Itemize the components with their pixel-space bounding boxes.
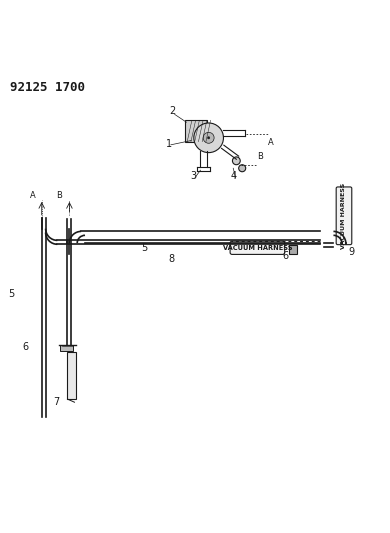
Text: 1: 1 [166,139,172,149]
FancyBboxPatch shape [336,187,352,245]
Text: B: B [56,191,62,200]
Circle shape [194,123,223,152]
Text: VACUUM HARNESS: VACUUM HARNESS [223,245,292,251]
Text: A: A [268,138,274,147]
Circle shape [232,157,240,165]
Text: 2: 2 [170,107,176,116]
Circle shape [203,132,214,143]
Text: 92125 1700: 92125 1700 [10,81,85,94]
FancyBboxPatch shape [60,345,73,351]
FancyBboxPatch shape [289,245,297,254]
Text: 4: 4 [231,171,237,181]
Text: 6: 6 [22,342,28,352]
Text: 6: 6 [282,252,289,261]
Text: VACUUM HARNESS: VACUUM HARNESS [342,183,346,249]
Text: 8: 8 [168,254,175,264]
FancyBboxPatch shape [230,241,285,254]
FancyBboxPatch shape [67,352,76,399]
Text: 3: 3 [190,171,197,181]
Text: B: B [257,152,263,161]
Circle shape [239,165,246,172]
Text: 7: 7 [53,397,60,407]
Text: 5: 5 [9,289,15,299]
Circle shape [207,136,210,139]
Text: A: A [30,191,36,200]
Text: 5: 5 [141,243,147,253]
FancyBboxPatch shape [185,120,207,142]
Text: 9: 9 [348,247,354,257]
